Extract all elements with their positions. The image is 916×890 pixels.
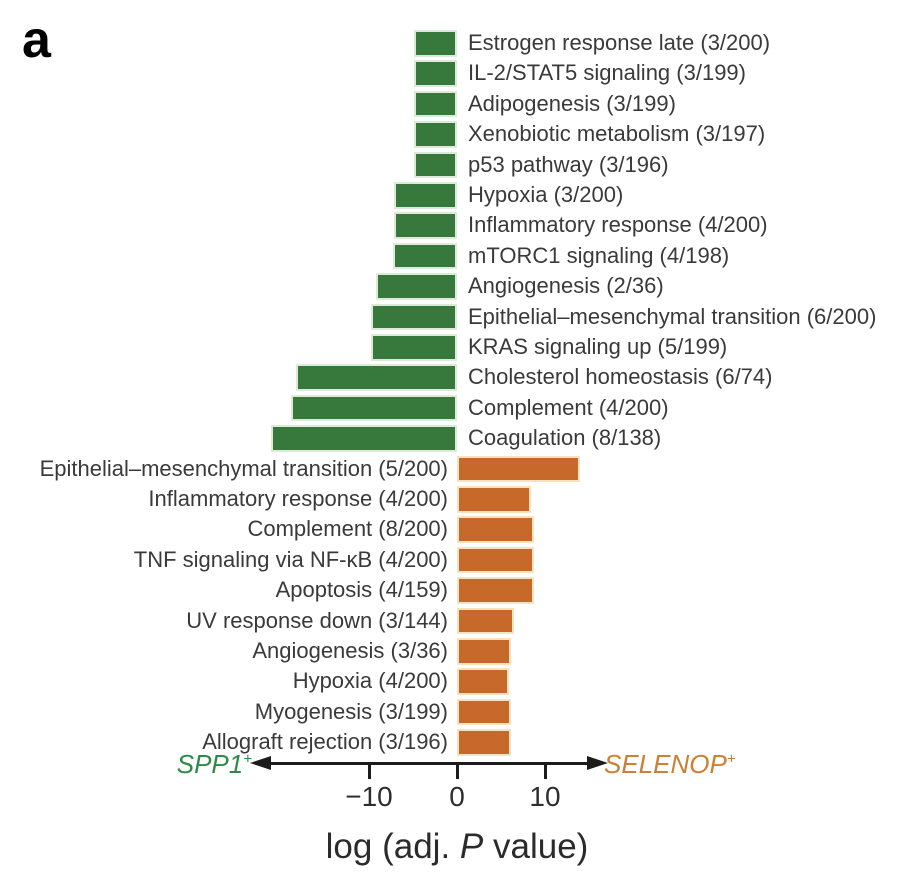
panel-label: a xyxy=(22,11,51,69)
pathway-bar xyxy=(457,546,534,574)
pathway-bar xyxy=(393,182,457,209)
pathway-bar xyxy=(457,698,511,726)
pathway-label: Hypoxia (4/200) xyxy=(292,668,448,694)
pathway-bar xyxy=(295,364,457,391)
x-axis-title-italic-p: P xyxy=(459,827,484,866)
pathway-label: Myogenesis (3/199) xyxy=(254,698,448,724)
x-axis-title-prefix: log (adj. xyxy=(325,827,460,866)
pathway-label: Angiogenesis (3/36) xyxy=(252,638,448,663)
pathway-label: Complement (4/200) xyxy=(468,394,669,420)
pathway-bar xyxy=(271,425,457,452)
selenop-text: SELENOP xyxy=(604,749,727,779)
right-group-gene-label: SELENOP+ xyxy=(604,749,736,780)
pathway-bar xyxy=(457,668,509,695)
x-axis-tick xyxy=(367,763,371,779)
selenop-plus-superscript: + xyxy=(726,750,736,768)
pathway-label: Estrogen response late (3/200) xyxy=(468,30,771,55)
pathway-bar xyxy=(392,242,457,270)
spp1-text: SPP1 xyxy=(176,749,244,779)
pathway-bar xyxy=(393,212,457,239)
pathway-label: Apoptosis (4/159) xyxy=(275,577,448,603)
pathway-label: Inflammatory response (4/200) xyxy=(468,212,768,238)
x-axis-title-suffix: value) xyxy=(483,827,589,866)
pathway-label: p53 pathway (3/196) xyxy=(468,151,669,177)
pathway-label: UV response down (3/144) xyxy=(186,607,448,633)
pathway-label: Allograft rejection (3/196) xyxy=(202,729,448,755)
pathway-label: Hypoxia (3/200) xyxy=(468,182,624,207)
pathway-bar xyxy=(413,30,457,57)
x-axis-line xyxy=(262,762,596,765)
x-tick-label: 0 xyxy=(449,781,465,812)
pathway-label: Inflammatory response (4/200) xyxy=(148,486,448,511)
pathway-label: Cholesterol homeostasis (6/74) xyxy=(468,364,773,390)
pathway-bar xyxy=(457,729,511,756)
pathway-label: mTORC1 signaling (4/198) xyxy=(468,242,730,268)
pathway-label: IL-2/STAT5 signaling (3/199) xyxy=(468,60,746,86)
pathway-bar xyxy=(376,273,457,300)
left-arrowhead-icon xyxy=(250,756,271,770)
pathway-bar xyxy=(413,60,457,87)
pathway-bar xyxy=(457,516,534,543)
pathway-bar xyxy=(457,486,531,513)
right-arrowhead-icon xyxy=(587,756,608,770)
pathway-bar xyxy=(457,455,581,483)
pathway-bar xyxy=(370,303,457,331)
pathway-bar xyxy=(457,607,515,635)
pathway-label: Coagulation (8/138) xyxy=(468,425,662,451)
pathway-bar xyxy=(413,121,457,148)
pathway-label: Xenobiotic metabolism (3/197) xyxy=(468,121,766,147)
pathway-bar xyxy=(370,334,457,361)
pathway-label: KRAS signaling up (5/199) xyxy=(468,334,728,359)
pathway-bar xyxy=(457,577,534,604)
x-tick-label: −10 xyxy=(345,781,393,812)
x-axis-title: log (adj. P value) xyxy=(257,827,657,867)
spp1-plus-superscript: + xyxy=(243,750,252,768)
pathway-bar xyxy=(457,638,511,665)
x-axis-tick xyxy=(543,763,547,779)
pathway-label: Adipogenesis (3/199) xyxy=(468,90,676,116)
pathway-bar xyxy=(413,151,457,179)
pathway-label: Epithelial–mesenchymal transition (5/200… xyxy=(39,455,448,481)
x-tick-label: 10 xyxy=(529,781,561,812)
pathway-label: Angiogenesis (2/36) xyxy=(468,273,664,299)
x-axis-tick xyxy=(455,763,459,779)
left-group-gene-label: SPP1+ xyxy=(177,749,252,780)
pathway-bar xyxy=(290,394,457,422)
pathway-label: Complement (8/200) xyxy=(247,516,448,542)
pathway-label: TNF signaling via NF-κB (4/200) xyxy=(133,546,448,572)
pathway-bar xyxy=(413,90,457,118)
pathway-label: Epithelial–mesenchymal transition (6/200… xyxy=(468,303,877,329)
